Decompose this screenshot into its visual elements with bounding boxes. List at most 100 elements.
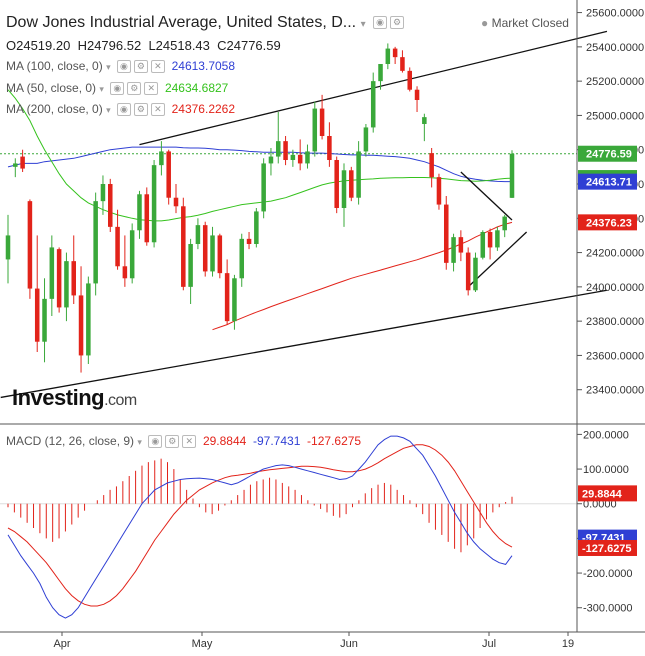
candle	[137, 190, 142, 239]
candle	[115, 209, 120, 270]
candle-body	[137, 194, 142, 231]
macd-hist-value: 29.8844	[202, 434, 247, 448]
candle	[181, 197, 186, 291]
price-tick-label: 23600.0000	[586, 350, 644, 362]
indicator-row-ma200: MA (200, close, 0) ▾ ◉ ⚙ ✕ 24376.2262	[6, 102, 236, 117]
eye-icon[interactable]: ◉	[373, 16, 388, 30]
market-status: ● Market Closed	[481, 16, 569, 30]
eye-icon[interactable]: ◉	[110, 82, 125, 96]
logo-text: Investing	[12, 385, 105, 410]
candle	[370, 72, 376, 133]
candle	[78, 266, 84, 373]
candle	[100, 175, 106, 215]
eye-icon[interactable]: ◉	[116, 103, 131, 117]
close-icon[interactable]: ✕	[150, 60, 165, 74]
candle	[436, 173, 442, 210]
candle-body	[356, 151, 361, 198]
candle-body	[392, 48, 398, 58]
candle	[56, 247, 62, 313]
macd-line	[7, 435, 513, 619]
candle	[363, 124, 369, 157]
candle-body	[451, 237, 456, 263]
moving-averages	[7, 89, 513, 331]
time-tick-label: May	[192, 638, 213, 650]
price-tick-label: 25200.0000	[586, 76, 644, 88]
candle	[261, 158, 266, 219]
eye-icon[interactable]: ◉	[116, 60, 131, 74]
candle	[502, 214, 507, 238]
investing-logo: Investing.com	[12, 385, 137, 411]
macd-label: MACD (12, 26, close, 9)	[6, 434, 135, 448]
close-icon[interactable]: ✕	[150, 103, 165, 117]
candle-body	[195, 225, 201, 244]
dropdown-icon[interactable]: ▾	[99, 84, 104, 94]
candle-body	[414, 89, 420, 100]
gear-icon[interactable]: ⚙	[127, 82, 142, 96]
chart-title-row: Dow Jones Industrial Average, United Sta…	[6, 14, 405, 32]
candle	[202, 221, 208, 277]
ma100-value: 24613.7058	[171, 59, 236, 73]
macd-tick-label: 0.0000	[583, 499, 617, 511]
title-dropdown-icon[interactable]: ▾	[360, 19, 366, 30]
ma50-label: MA (50, close, 0)	[6, 81, 97, 95]
gear-icon[interactable]: ⚙	[390, 16, 405, 30]
dropdown-icon[interactable]: ▾	[106, 62, 111, 72]
dropdown-icon[interactable]: ▾	[137, 437, 142, 447]
candle-body	[400, 57, 405, 71]
candle-body	[56, 249, 62, 308]
candle	[392, 46, 398, 64]
candle-body	[349, 170, 354, 198]
candle	[305, 144, 310, 169]
close-icon[interactable]: ✕	[144, 82, 159, 96]
candle-body	[20, 156, 25, 169]
status-dot-icon: ●	[481, 16, 489, 30]
trendline-pennant-top	[460, 171, 513, 221]
candle-body	[385, 48, 391, 64]
candle	[159, 141, 164, 176]
price-tag-label: 24776.59	[586, 149, 632, 161]
candle	[246, 232, 252, 250]
macd-tag-label: -127.6275	[582, 543, 632, 555]
time-tick-label: Jul	[482, 638, 496, 650]
candle	[275, 112, 281, 164]
candle	[429, 148, 434, 188]
candle-body	[144, 194, 150, 243]
candle-body	[27, 201, 33, 289]
ma200-label: MA (200, close, 0)	[6, 102, 103, 116]
candle	[188, 238, 193, 304]
gear-icon[interactable]: ⚙	[133, 103, 148, 117]
candle-body	[34, 288, 40, 342]
ma-line-1	[7, 89, 513, 222]
candle-body	[429, 153, 434, 178]
candle-body	[173, 197, 179, 207]
candle	[42, 278, 47, 363]
price-tick-label: 25600.0000	[586, 8, 644, 20]
price-tick-label: 24200.0000	[586, 248, 644, 260]
candle	[327, 122, 332, 167]
close-icon[interactable]: ✕	[182, 435, 197, 449]
price-tag-label: 24376.23	[586, 217, 632, 229]
gear-icon[interactable]: ⚙	[165, 435, 180, 449]
candle	[232, 274, 237, 330]
candle-body	[305, 151, 310, 164]
candle-body	[502, 216, 507, 231]
gear-icon[interactable]: ⚙	[133, 60, 148, 74]
eye-icon[interactable]: ◉	[148, 435, 163, 449]
ma200-value: 24376.2262	[171, 102, 236, 116]
macd-tick-label: -300.0000	[583, 603, 633, 615]
price-tag-label: 24613.71	[586, 177, 632, 189]
price-tick-label: 23800.0000	[586, 316, 644, 328]
candle	[407, 67, 413, 92]
candle-body	[246, 238, 252, 244]
dropdown-icon[interactable]: ▾	[106, 105, 111, 115]
macd-tick-label: 200.0000	[583, 429, 629, 441]
candle	[107, 178, 113, 232]
price-tag-box	[578, 145, 637, 162]
candle	[122, 235, 128, 287]
macd-tag-label: 29.8844	[582, 488, 623, 500]
candle	[93, 192, 98, 296]
price-tick-label: 23400.0000	[586, 385, 644, 397]
candle	[465, 247, 471, 296]
